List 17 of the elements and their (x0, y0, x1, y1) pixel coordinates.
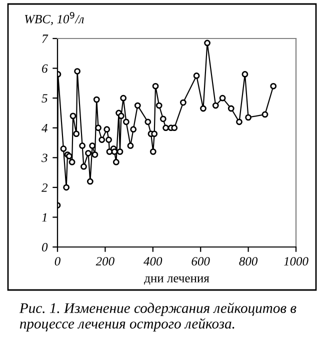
x-axis-title: дни лечения (144, 276, 210, 285)
x-tick-label: 1000 (284, 257, 308, 266)
x-tick-label: 400 (144, 257, 162, 266)
x-tick-label: 200 (96, 257, 114, 266)
y-tick-label: 4 (42, 124, 48, 132)
x-tick-label: 800 (239, 257, 258, 266)
y-tick-label: 3 (42, 154, 48, 162)
y-tick-label: 6 (42, 64, 48, 73)
y-tick-label: 7 (42, 34, 48, 43)
y-axis-title: WBC, 10$^{9}$/л (24, 12, 84, 26)
y-tick-label: 1 (42, 213, 46, 222)
text: Рис. 1. Изменение содержания лейкоцитов в процессе лечения острого лейкоза. (19, 302, 296, 332)
x-tick-label: 0 (54, 257, 60, 266)
y-tick-label: 0 (42, 243, 48, 252)
y-tick-label: 2 (42, 183, 48, 192)
y-tick-label: 5 (42, 94, 48, 103)
x-tick-label: 600 (192, 257, 210, 266)
